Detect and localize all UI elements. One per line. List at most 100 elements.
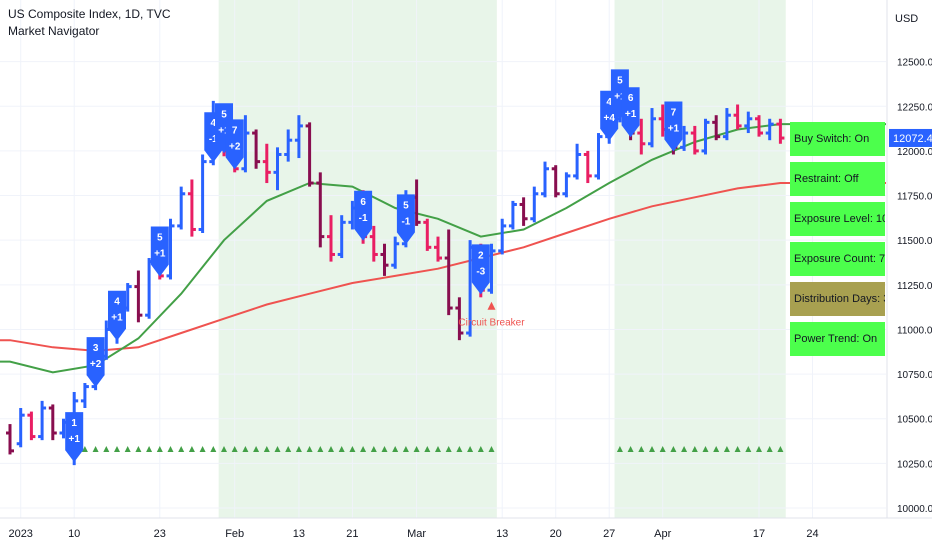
signal-count: 6 bbox=[360, 197, 366, 208]
currency-label[interactable]: USD bbox=[895, 13, 919, 25]
trend-marker bbox=[381, 446, 388, 452]
trend-marker bbox=[734, 446, 741, 452]
trend-marker bbox=[338, 446, 345, 452]
trend-marker bbox=[681, 446, 688, 452]
trend-marker bbox=[146, 446, 153, 452]
trend-marker bbox=[295, 446, 302, 452]
shaded-zone bbox=[218, 0, 497, 518]
trend-marker bbox=[317, 446, 324, 452]
x-tick-label: Feb bbox=[225, 528, 244, 540]
signal-label[interactable] bbox=[354, 190, 373, 241]
last-price-tag[interactable] bbox=[889, 128, 932, 147]
trend-marker bbox=[274, 446, 281, 452]
trend-marker bbox=[777, 446, 784, 452]
trend-marker bbox=[691, 446, 698, 452]
y-tick-label: 10000.00 bbox=[897, 504, 932, 515]
signal-change: -1 bbox=[401, 216, 410, 227]
signal-change: +1 bbox=[111, 313, 123, 324]
y-tick-label: 10500.00 bbox=[897, 415, 932, 426]
trend-marker bbox=[616, 446, 623, 452]
signal-label[interactable] bbox=[664, 101, 683, 152]
x-tick-label: 21 bbox=[346, 528, 358, 540]
status-panel-row: Exposure Level: 100%+ bbox=[790, 202, 885, 236]
signal-change: +4 bbox=[603, 113, 615, 124]
trend-marker bbox=[445, 446, 452, 452]
signal-count: 3 bbox=[93, 343, 99, 354]
signal-label[interactable] bbox=[225, 119, 244, 170]
trend-marker bbox=[231, 446, 238, 452]
signal-label[interactable] bbox=[108, 290, 126, 341]
x-tick-label: Apr bbox=[654, 528, 671, 540]
symbol-title[interactable]: US Composite Index, 1D, TVC bbox=[8, 7, 171, 21]
trend-marker bbox=[402, 446, 409, 452]
chart-legend: US Composite Index, 1D, TVC Market Navig… bbox=[8, 6, 171, 40]
x-tick-label: 13 bbox=[293, 528, 305, 540]
signal-label[interactable] bbox=[471, 244, 490, 295]
trend-marker bbox=[210, 446, 217, 452]
signal-change: +1 bbox=[68, 434, 80, 445]
signal-change: -1 bbox=[209, 134, 218, 145]
signal-change: +1 bbox=[668, 123, 680, 134]
indicator-name[interactable]: Market Navigator bbox=[8, 24, 100, 38]
x-tick-label: 10 bbox=[68, 528, 80, 540]
trend-marker bbox=[188, 446, 195, 452]
trend-marker bbox=[477, 446, 484, 452]
trend-marker bbox=[328, 446, 334, 452]
trend-marker bbox=[413, 446, 420, 452]
trend-marker bbox=[285, 446, 292, 452]
trend-marker bbox=[627, 446, 634, 452]
signal-change: +1 bbox=[218, 125, 230, 136]
signal-label[interactable] bbox=[621, 87, 640, 138]
x-tick-label: 2023 bbox=[8, 528, 32, 540]
signal-count: 4 bbox=[606, 97, 612, 108]
signal-change: +2 bbox=[90, 359, 102, 370]
signal-change: +1 bbox=[154, 248, 166, 259]
ma-slow-line bbox=[0, 182, 886, 352]
status-panel-row: Distribution Days: 3 bbox=[790, 282, 885, 316]
trend-marker bbox=[392, 446, 399, 452]
signal-label[interactable] bbox=[65, 412, 84, 463]
signal-label[interactable] bbox=[396, 194, 415, 245]
status-panel-row: Buy Switch: On bbox=[790, 122, 885, 156]
signal-count: 1 bbox=[71, 418, 77, 429]
trend-marker bbox=[156, 446, 163, 452]
x-tick-label: 23 bbox=[154, 528, 166, 540]
x-tick-label: 17 bbox=[753, 528, 765, 540]
x-tick-label: 27 bbox=[603, 528, 615, 540]
trend-marker bbox=[723, 446, 730, 452]
trend-marker bbox=[178, 446, 185, 452]
trend-marker bbox=[263, 446, 270, 452]
signal-label[interactable] bbox=[86, 337, 105, 388]
trend-marker bbox=[370, 446, 377, 452]
trend-marker bbox=[638, 446, 645, 452]
status-panel-row: Power Trend: On bbox=[790, 322, 885, 356]
y-tick-label: 12500.00 bbox=[897, 58, 932, 69]
signal-count: 5 bbox=[617, 75, 623, 86]
signal-change: +1 bbox=[614, 91, 626, 102]
trend-marker bbox=[242, 446, 249, 452]
signal-change: -1 bbox=[359, 213, 368, 224]
signal-count: 7 bbox=[232, 125, 238, 136]
status-panel-row: Restraint: Off bbox=[790, 162, 885, 196]
signal-count: 4 bbox=[211, 118, 217, 129]
y-tick-label: 10250.00 bbox=[897, 459, 932, 470]
signal-count: 5 bbox=[157, 232, 163, 243]
circuit-breaker-label: Circuit Breaker bbox=[458, 318, 525, 329]
signal-count: 2 bbox=[478, 250, 484, 261]
y-tick-label: 11750.00 bbox=[897, 192, 932, 203]
trend-marker bbox=[766, 446, 773, 452]
signal-label[interactable] bbox=[150, 226, 169, 277]
last-price-text: 12072.46 bbox=[893, 133, 932, 145]
shaded-zone bbox=[614, 0, 786, 518]
trend-marker bbox=[81, 446, 88, 452]
y-tick-label: 12000.00 bbox=[897, 147, 932, 158]
status-panel-row: Exposure Count: 7 (0) bbox=[790, 242, 885, 276]
signal-change: +2 bbox=[229, 141, 241, 152]
trend-marker bbox=[360, 446, 367, 452]
signal-count: 6 bbox=[628, 93, 634, 104]
x-tick-label: 13 bbox=[496, 528, 508, 540]
trend-marker bbox=[713, 446, 720, 452]
y-tick-label: 11000.00 bbox=[897, 325, 932, 336]
trend-marker bbox=[306, 446, 313, 452]
